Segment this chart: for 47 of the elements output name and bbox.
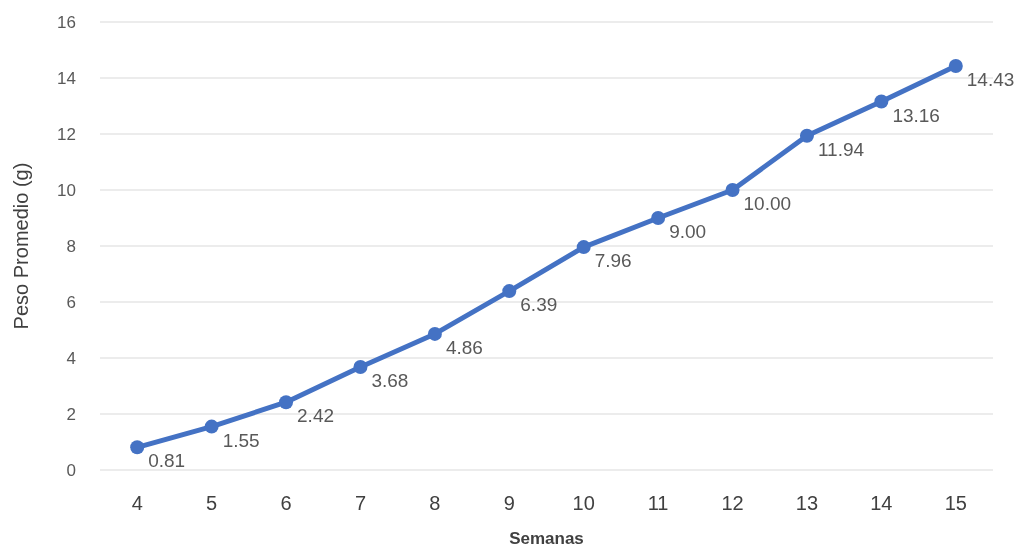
x-tick-label: 14 — [870, 492, 893, 514]
text: 14.43 — [966, 68, 1015, 90]
point — [725, 183, 740, 197]
text: 1.55 — [222, 429, 260, 451]
x-tick-label: 4 — [131, 492, 143, 514]
point — [130, 440, 145, 455]
point — [427, 326, 442, 341]
point — [799, 128, 814, 143]
point — [576, 240, 591, 255]
x-tick-label: 5 — [206, 492, 218, 514]
x-tick-label: 10 — [572, 492, 595, 514]
point — [353, 359, 368, 374]
text: 13.16 — [892, 104, 940, 126]
point — [651, 211, 666, 225]
x-tick-label: 12 — [721, 492, 744, 514]
point — [948, 58, 963, 73]
text: 2.42 — [297, 405, 335, 427]
y-tick-label: 14 — [57, 68, 76, 88]
text: 7.96 — [594, 250, 632, 272]
point — [204, 419, 219, 434]
y-tick-label: 6 — [66, 292, 76, 312]
x-tick-label: 9 — [503, 492, 515, 514]
point — [502, 284, 517, 299]
x-tick-label: 8 — [429, 492, 441, 514]
text: 11.94 — [817, 138, 865, 160]
text: 4.86 — [445, 336, 483, 358]
x-axis-title: Semanas — [509, 529, 584, 548]
y-tick-label: 0 — [66, 460, 76, 480]
x-tick-label: 11 — [647, 492, 669, 514]
y-tick-label: 16 — [57, 12, 76, 32]
x-tick-label: 13 — [795, 492, 819, 514]
y-tick-label: 4 — [66, 348, 76, 368]
x-tick-label: 7 — [354, 492, 367, 514]
text: 6.39 — [520, 294, 558, 316]
text: 0.81 — [148, 450, 186, 472]
y-axis-title: Peso Promedio (g) — [10, 162, 32, 330]
x-tick-label: 6 — [280, 492, 292, 514]
text: 10.00 — [743, 193, 792, 214]
text: 3.68 — [371, 369, 409, 391]
x-tick-label: 15 — [944, 492, 967, 514]
y-tick-label: 10 — [57, 180, 76, 200]
y-tick-label: 2 — [66, 404, 76, 424]
point — [279, 395, 294, 410]
y-tick-label: 8 — [66, 236, 76, 256]
y-tick-label: 12 — [57, 124, 76, 144]
text: 9.00 — [669, 221, 707, 242]
point — [874, 94, 889, 109]
